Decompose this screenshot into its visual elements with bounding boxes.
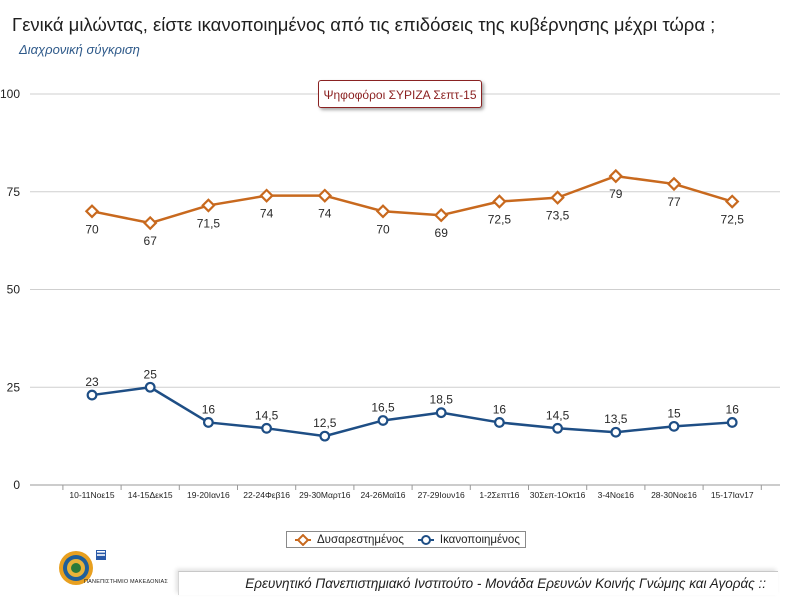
line-chart: 0 25 50 75 100 10-11Νοε15 14-15Δεκ15 19-20Ιαν16…: [0, 87, 780, 500]
data-point-dissatisfied: [259, 188, 274, 203]
data-point-dissatisfied: [375, 204, 391, 219]
data-point-dissatisfied: [550, 190, 565, 205]
data-point-satisfied: [610, 426, 622, 438]
data-point-dissatisfied: [666, 176, 682, 192]
series-line-dissatisfied: [91, 174, 733, 225]
data-label-satisfied: 18,5: [430, 393, 454, 407]
data-label-dissatisfied: 74: [260, 207, 274, 221]
data-point-satisfied: [668, 420, 680, 432]
data-point-dissatisfied: [317, 188, 333, 203]
legend-label-dissatisfied: Δυσαρεστημένος: [317, 533, 404, 546]
data-label-satisfied: 13,5: [604, 412, 628, 426]
university-logo: [59, 550, 106, 585]
data-label-satisfied: 23: [85, 375, 99, 389]
x-tick-label: 14-15Δεκ15: [128, 490, 173, 500]
data-point-satisfied: [435, 407, 447, 419]
x-tick-label: 29-30Μαρτ16: [299, 490, 351, 500]
data-point-dissatisfied: [492, 194, 507, 209]
logo-caption: ΠΑΝΕΠΙΣΤΗΜΙΟ ΜΑΚΕΔΟΝΙΑΣ: [84, 579, 168, 586]
legend-item-dissatisfied: Δυσαρεστημένος: [295, 533, 404, 546]
data-label-dissatisfied: 71,5: [197, 216, 221, 230]
data-label-satisfied: 14,5: [255, 408, 279, 422]
data-point-satisfied: [552, 422, 563, 434]
y-tick-label: 0: [13, 478, 20, 492]
data-label-dissatisfied: 69: [435, 226, 449, 240]
data-point-satisfied: [144, 381, 156, 393]
data-label-satisfied: 15: [667, 406, 681, 420]
chart-box-label: Ψηφοφόροι ΣΥΡΙΖΑ Σεπτ-15: [318, 80, 482, 108]
x-tick-label: 24-26Μαϊ16: [360, 490, 405, 500]
data-label-dissatisfied: 72,5: [488, 213, 512, 227]
chart-legend: Δυσαρεστημένος Ικανοποιημένος: [286, 531, 526, 548]
legend-label-satisfied: Ικανοποιημένος: [439, 533, 520, 546]
data-point-dissatisfied: [608, 168, 624, 184]
data-label-dissatisfied: 70: [85, 222, 99, 236]
legend-marker-satisfied: [417, 534, 434, 545]
data-label-dissatisfied: 73,5: [546, 209, 570, 223]
y-tick-label: 50: [7, 283, 21, 297]
data-point-satisfied: [319, 430, 331, 442]
data-label-satisfied: 25: [144, 367, 158, 381]
x-tick-label: 22-24Φεβ16: [243, 490, 290, 500]
x-tick-label: 28-30Νοε16: [651, 490, 697, 500]
data-label-dissatisfied: 79: [609, 187, 623, 201]
series-line-satisfied: [91, 386, 733, 438]
data-point-dissatisfied: [724, 194, 740, 209]
data-label-satisfied: 12,5: [313, 416, 337, 430]
legend-marker-dissatisfied: [295, 533, 311, 546]
data-label-dissatisfied: 67: [144, 234, 158, 248]
data-label-satisfied: 16: [726, 402, 740, 416]
x-tick-label: 27-29Ιουν16: [418, 490, 465, 500]
footer-institute-banner: Ερευνητικό Πανεπιστημιακό Ινστιτούτο - Μ…: [178, 571, 778, 595]
data-point-satisfied: [377, 415, 389, 426]
data-label-dissatisfied: 77: [667, 195, 681, 209]
x-tick-label: 3-4Νοε16: [598, 490, 635, 500]
data-point-satisfied: [202, 417, 214, 428]
data-label-dissatisfied: 74: [318, 207, 332, 221]
sun-emblem-icon: [59, 551, 93, 585]
page-title: Γενικά μιλώντας, είστε ικανοποιημένος απ…: [12, 14, 716, 35]
data-label-satisfied: 16: [493, 402, 507, 416]
y-tick-label: 25: [7, 380, 21, 394]
y-tick-label: 100: [0, 87, 20, 101]
x-tick-label: 1-2Σεπτ16: [479, 490, 519, 500]
data-point-satisfied: [494, 417, 505, 428]
data-point-satisfied: [86, 389, 98, 401]
x-tick-label: 19-20Ιαν16: [187, 490, 230, 500]
data-label-satisfied: 16: [202, 402, 216, 416]
data-point-dissatisfied: [433, 207, 449, 223]
data-point-dissatisfied: [84, 204, 100, 219]
data-label-dissatisfied: 72,5: [721, 213, 745, 227]
data-point-dissatisfied: [142, 215, 158, 231]
logo-caption-text: ΠΑΝΕΠΙΣΤΗΜΙΟ ΜΑΚΕΔΟΝΙΑΣ: [84, 579, 169, 585]
data-label-dissatisfied: 70: [376, 222, 390, 236]
data-point-satisfied: [261, 422, 273, 434]
y-tick-label: 75: [7, 185, 21, 199]
x-tick-label: 30Σεπ-1Οκτ16: [530, 490, 586, 500]
data-label-satisfied: 14,5: [546, 408, 570, 422]
data-point-dissatisfied: [201, 198, 216, 213]
x-tick-label: 10-11Νοε15: [69, 490, 114, 500]
data-point-satisfied: [726, 417, 738, 428]
x-tick-label: 15-17Ιαν17: [711, 490, 754, 500]
page-subtitle: Διαχρονική σύγκριση: [19, 42, 140, 57]
data-label-satisfied: 16,5: [371, 400, 395, 414]
legend-item-satisfied: Ικανοποιημένος: [417, 533, 520, 546]
